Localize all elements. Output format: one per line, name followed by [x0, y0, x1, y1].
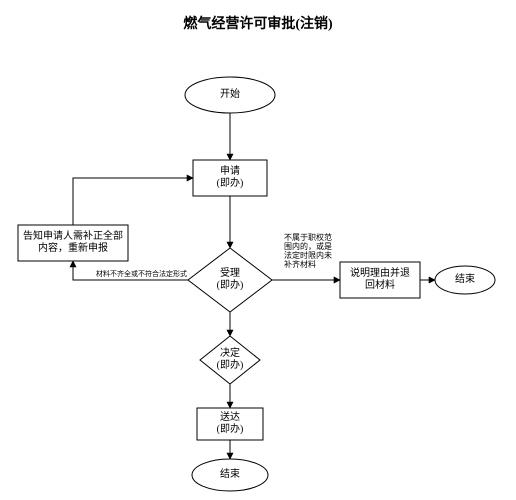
node-label-start: 开始: [220, 87, 240, 100]
node-label-decide: 决定(即办): [217, 346, 244, 371]
node-label-end2: 结束: [220, 467, 240, 480]
diagram-title: 燃气经营许可审批(注销): [183, 15, 333, 32]
node-label-end1: 结束: [455, 272, 475, 285]
node-label-deliver: 送达(即办): [217, 410, 244, 435]
edge-label-2: 不属于职权范围内的，或是法定时限内未补齐材料: [284, 232, 332, 269]
edge-notice-apply: [73, 178, 193, 225]
edge-label-7: 材料不齐全或不符合法定形式: [96, 269, 187, 278]
node-label-apply: 申请(即办): [217, 164, 244, 189]
